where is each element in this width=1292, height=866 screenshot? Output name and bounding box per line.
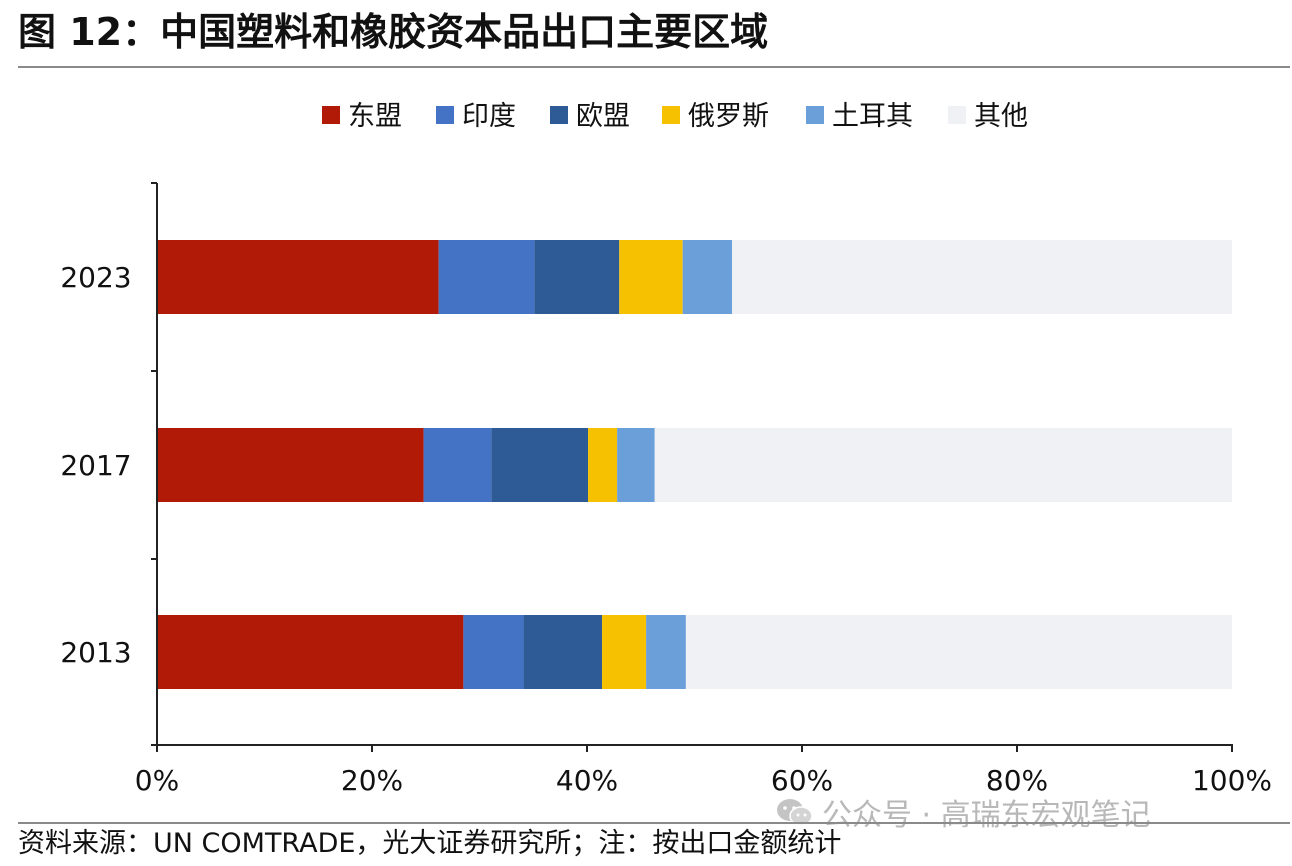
wechat-icon xyxy=(776,797,814,837)
bar-segment-2017-2 xyxy=(491,428,589,502)
legend-swatch xyxy=(806,106,824,124)
legend-swatch xyxy=(948,106,966,124)
legend-label: 欧盟 xyxy=(576,101,630,132)
watermark: 公众号 · 高瑞东宏观笔记 xyxy=(776,790,1151,837)
bar-segment-2017-5 xyxy=(654,428,1232,502)
bar-segment-2023-2 xyxy=(534,240,620,314)
legend-label: 俄罗斯 xyxy=(688,101,769,132)
bar-segment-2023-5 xyxy=(732,240,1232,314)
legend-item-4: 土耳其 xyxy=(806,101,913,132)
x-tick-label-2: 40% xyxy=(556,764,618,797)
legend: 东盟 印度 欧盟 俄罗斯 土耳其 其他 xyxy=(322,101,1028,132)
bar-segment-2013-2 xyxy=(523,615,603,689)
bar-segment-2017-1 xyxy=(423,428,492,502)
x-tick-label-1: 20% xyxy=(341,764,403,797)
legend-label: 土耳其 xyxy=(832,101,913,132)
source-divider xyxy=(18,822,1290,824)
stacked-bar-chart: 东盟 印度 欧盟 俄罗斯 土耳其 其他 2023 2017 2013 0% 20% 40% 60% 80… xyxy=(60,101,1272,797)
legend-item-5: 其他 xyxy=(948,101,1028,132)
x-tick-label-3: 60% xyxy=(771,764,833,797)
watermark-text: 公众号 · 高瑞东宏观笔记 xyxy=(822,798,1151,833)
source-note: 资料来源：UN COMTRADE，光大证券研究所；注：按出口金额统计 xyxy=(18,828,842,859)
y-tick-label-2023: 2023 xyxy=(60,261,131,294)
bar-segment-2023-4 xyxy=(682,240,733,314)
legend-item-1: 印度 xyxy=(436,101,516,132)
bar-segment-2013-1 xyxy=(463,615,524,689)
legend-swatch xyxy=(662,106,680,124)
bar-row-2017 xyxy=(157,428,1232,502)
title-divider xyxy=(18,66,1290,68)
bar-row-2023 xyxy=(157,240,1232,314)
x-tick-label-4: 80% xyxy=(986,764,1048,797)
x-tick-label-0: 0% xyxy=(135,764,179,797)
legend-label: 其他 xyxy=(974,101,1028,132)
bar-segment-2017-0 xyxy=(157,428,424,502)
bar-segment-2017-3 xyxy=(588,428,618,502)
legend-label: 东盟 xyxy=(348,101,402,132)
bar-row-2013 xyxy=(157,615,1232,689)
bar-segment-2017-4 xyxy=(617,428,655,502)
bar-segment-2023-3 xyxy=(619,240,683,314)
bar-segment-2023-1 xyxy=(438,240,535,314)
legend-item-3: 俄罗斯 xyxy=(662,101,769,132)
bar-segment-2013-0 xyxy=(157,615,464,689)
bars xyxy=(157,240,1232,689)
bar-segment-2013-3 xyxy=(602,615,647,689)
legend-swatch xyxy=(550,106,568,124)
legend-swatch xyxy=(436,106,454,124)
x-tick-label-5: 100% xyxy=(1192,764,1272,797)
legend-item-2: 欧盟 xyxy=(550,101,630,132)
y-tick-label-2017: 2017 xyxy=(60,449,131,482)
legend-swatch xyxy=(322,106,340,124)
legend-label: 印度 xyxy=(462,101,516,132)
y-tick-label-2013: 2013 xyxy=(60,636,131,669)
chart-title: 图 12：中国塑料和橡胶资本品出口主要区域 xyxy=(18,10,769,54)
legend-item-0: 东盟 xyxy=(322,101,402,132)
bar-segment-2023-0 xyxy=(157,240,439,314)
bar-segment-2013-4 xyxy=(646,615,686,689)
axes: 2023 2017 2013 0% 20% 40% 60% 80% 100% xyxy=(60,182,1272,797)
bar-segment-2013-5 xyxy=(685,615,1232,689)
